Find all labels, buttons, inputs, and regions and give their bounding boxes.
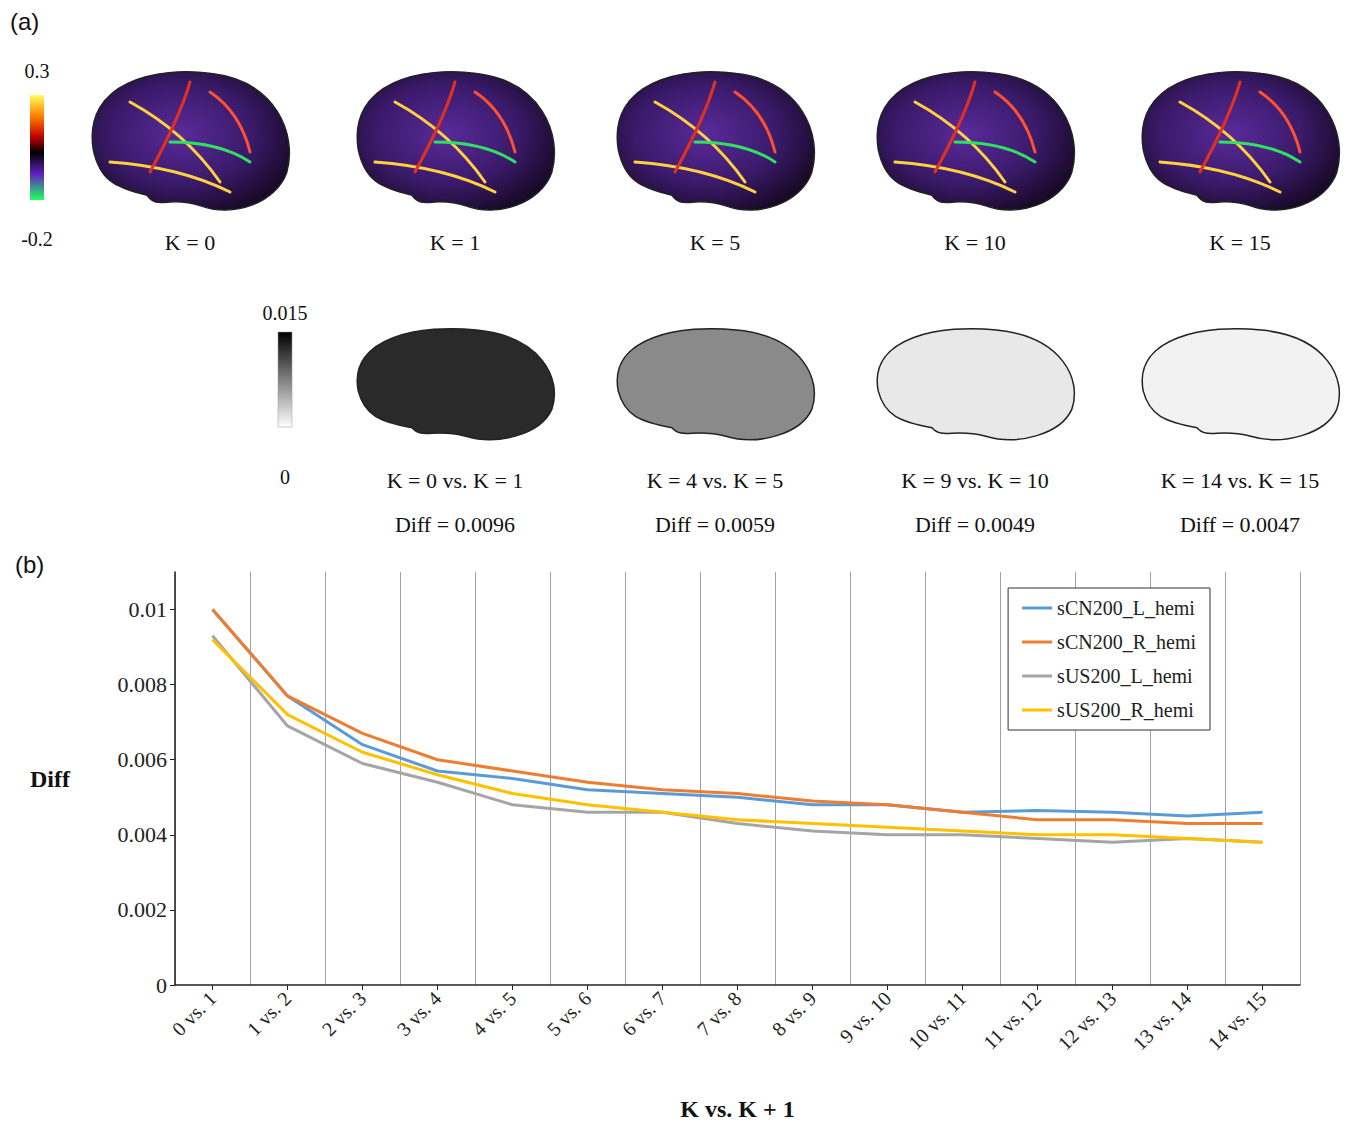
svg-text:-0.2: -0.2 bbox=[21, 228, 53, 250]
svg-text:12 vs. 13: 12 vs. 13 bbox=[1053, 987, 1120, 1054]
svg-text:4 vs. 5: 4 vs. 5 bbox=[467, 987, 520, 1040]
svg-text:K = 1: K = 1 bbox=[430, 230, 480, 255]
svg-text:3 vs. 4: 3 vs. 4 bbox=[392, 987, 445, 1040]
svg-text:0: 0 bbox=[280, 466, 290, 488]
svg-text:0.3: 0.3 bbox=[25, 60, 50, 82]
svg-text:7 vs. 8: 7 vs. 8 bbox=[692, 987, 745, 1040]
svg-text:Diff: Diff bbox=[30, 766, 71, 792]
svg-text:0.01: 0.01 bbox=[129, 597, 168, 622]
svg-text:8 vs. 9: 8 vs. 9 bbox=[767, 987, 820, 1040]
svg-text:sUS200_R_hemi: sUS200_R_hemi bbox=[1057, 699, 1194, 721]
svg-text:K = 9 vs. K = 10: K = 9 vs. K = 10 bbox=[901, 468, 1049, 493]
svg-text:0.002: 0.002 bbox=[118, 897, 168, 922]
svg-text:10 vs. 11: 10 vs. 11 bbox=[904, 987, 970, 1053]
svg-text:K vs. K + 1: K vs. K + 1 bbox=[680, 1096, 794, 1122]
svg-text:0.015: 0.015 bbox=[263, 302, 308, 324]
svg-text:K = 5: K = 5 bbox=[690, 230, 740, 255]
svg-text:0.006: 0.006 bbox=[118, 747, 168, 772]
svg-text:14 vs. 15: 14 vs. 15 bbox=[1203, 987, 1270, 1054]
svg-text:sUS200_L_hemi: sUS200_L_hemi bbox=[1057, 665, 1193, 687]
svg-text:0 vs. 1: 0 vs. 1 bbox=[167, 987, 220, 1040]
svg-text:0.004: 0.004 bbox=[118, 822, 168, 847]
svg-text:Diff = 0.0096: Diff = 0.0096 bbox=[395, 512, 515, 537]
svg-text:sCN200_R_hemi: sCN200_R_hemi bbox=[1057, 631, 1196, 653]
svg-text:Diff = 0.0047: Diff = 0.0047 bbox=[1180, 512, 1300, 537]
svg-text:0: 0 bbox=[156, 973, 167, 998]
svg-text:1 vs. 2: 1 vs. 2 bbox=[242, 987, 295, 1040]
svg-text:(a): (a) bbox=[10, 8, 39, 35]
svg-text:13 vs. 14: 13 vs. 14 bbox=[1128, 987, 1195, 1054]
svg-text:K = 10: K = 10 bbox=[944, 230, 1005, 255]
svg-text:5 vs. 6: 5 vs. 6 bbox=[542, 987, 595, 1040]
svg-text:6 vs. 7: 6 vs. 7 bbox=[617, 987, 670, 1040]
svg-text:K = 14 vs. K = 15: K = 14 vs. K = 15 bbox=[1161, 468, 1320, 493]
svg-text:Diff = 0.0059: Diff = 0.0059 bbox=[655, 512, 775, 537]
svg-text:2 vs. 3: 2 vs. 3 bbox=[317, 987, 370, 1040]
svg-text:11 vs. 12: 11 vs. 12 bbox=[979, 987, 1045, 1053]
svg-text:sCN200_L_hemi: sCN200_L_hemi bbox=[1057, 597, 1195, 619]
svg-text:0.008: 0.008 bbox=[118, 672, 168, 697]
svg-text:(b): (b) bbox=[15, 551, 44, 578]
svg-text:9 vs. 10: 9 vs. 10 bbox=[835, 987, 895, 1047]
svg-text:Diff = 0.0049: Diff = 0.0049 bbox=[915, 512, 1035, 537]
svg-text:K = 0 vs. K = 1: K = 0 vs. K = 1 bbox=[387, 468, 524, 493]
svg-text:K = 4 vs. K = 5: K = 4 vs. K = 5 bbox=[647, 468, 784, 493]
svg-text:K = 15: K = 15 bbox=[1209, 230, 1270, 255]
svg-text:K = 0: K = 0 bbox=[165, 230, 215, 255]
